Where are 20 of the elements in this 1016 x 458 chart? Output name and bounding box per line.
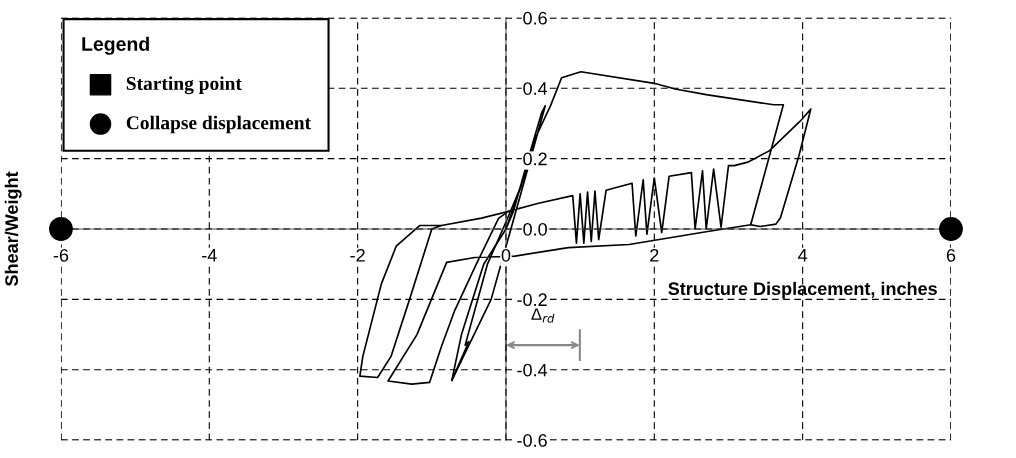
x-tick-label: 0 xyxy=(501,248,511,262)
x-tick-label: 2 xyxy=(650,248,659,262)
x-tick-label: -4 xyxy=(202,249,217,262)
x-tick-label: 4 xyxy=(798,249,808,262)
y-tick-label: 0.2 xyxy=(523,152,547,166)
y-tick-label: -0.6 xyxy=(517,434,547,447)
y-tick-label: 0.0 xyxy=(523,222,547,236)
legend-label: Collapse displacement xyxy=(126,115,311,134)
x-tick-label: -6 xyxy=(53,248,69,262)
y-tick-label: 0.6 xyxy=(523,11,547,25)
legend-label: Starting point xyxy=(126,76,242,95)
x-tick-label: 6 xyxy=(946,248,956,262)
annotation: Δ$_{rd}$ xyxy=(531,308,555,323)
y-tick-label: -0.4 xyxy=(517,363,548,377)
y-axis-title: Shear/Weight xyxy=(4,171,22,286)
y-tick-label: -0.2 xyxy=(517,293,547,307)
x-axis-title: Structure Displacement, inches xyxy=(668,281,937,299)
y-tick-label: 0.4 xyxy=(523,82,548,95)
legend-title: Legend xyxy=(82,36,149,55)
x-tick-label: -2 xyxy=(350,248,365,262)
